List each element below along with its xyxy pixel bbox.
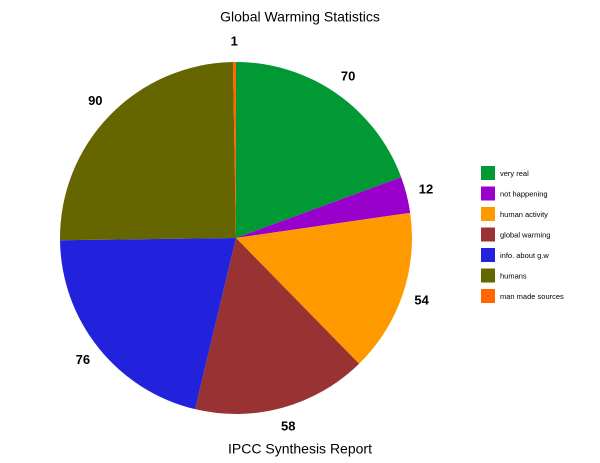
pie-slice	[236, 177, 411, 238]
pie-slice	[236, 212, 412, 364]
value-label: 1	[231, 33, 238, 48]
legend-swatch	[481, 289, 495, 303]
legend-label: global warming	[500, 230, 550, 239]
pie: 70 12 54 58 76 90 1	[60, 33, 433, 433]
legend-swatch	[481, 268, 495, 283]
chart-caption: IPCC Synthesis Report	[228, 441, 372, 457]
value-label: 70	[341, 69, 355, 84]
legend-label: info. about g.w	[500, 251, 549, 260]
legend: very real not happening human activity glob…	[481, 166, 564, 303]
legend-swatch	[481, 166, 495, 180]
legend-label: humans	[500, 271, 527, 280]
legend-swatch	[481, 248, 495, 262]
value-label: 90	[88, 93, 102, 108]
legend-swatch	[481, 186, 495, 201]
value-label: 12	[419, 181, 433, 196]
pie-slice	[60, 62, 236, 241]
pie-slice	[60, 238, 236, 410]
legend-label: man made sources	[500, 292, 564, 301]
legend-swatch	[481, 207, 495, 221]
value-label: 54	[414, 292, 429, 307]
chart-title: Global Warming Statistics	[220, 9, 380, 25]
legend-label: human activity	[500, 210, 548, 219]
legend-swatch	[481, 227, 495, 242]
value-label: 58	[281, 418, 295, 433]
pie-slice	[236, 62, 402, 238]
value-label: 76	[76, 352, 90, 367]
pie-slice	[232, 62, 236, 238]
legend-label: not happening	[500, 189, 548, 198]
legend-label: very real	[500, 169, 529, 178]
pie-slice	[195, 238, 360, 414]
